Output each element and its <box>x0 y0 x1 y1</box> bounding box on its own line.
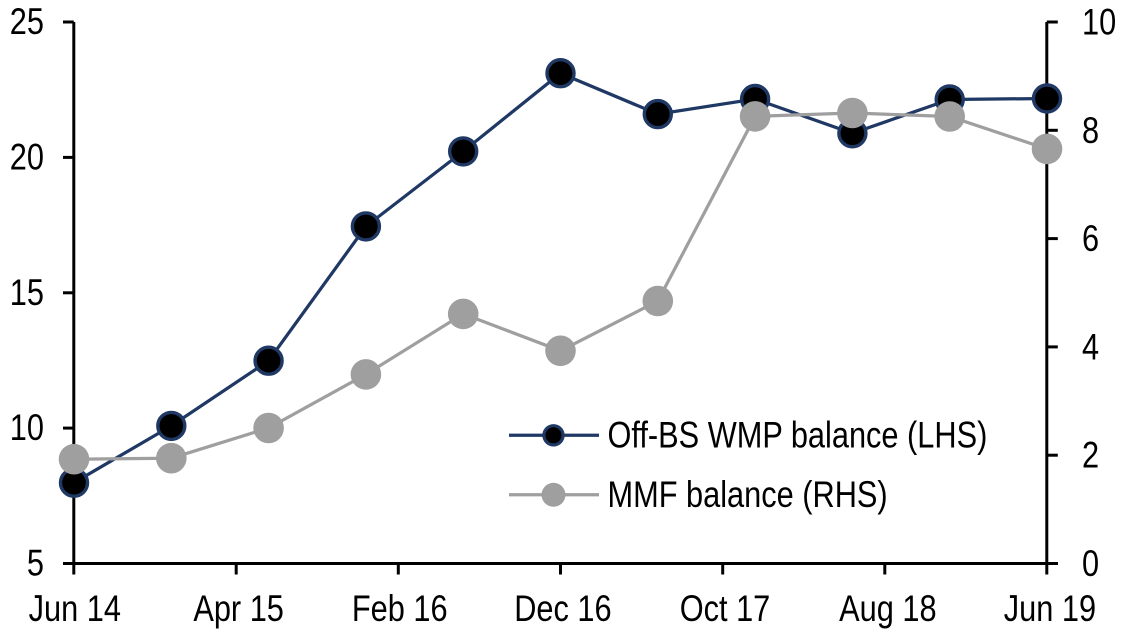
svg-text:Jun 19: Jun 19 <box>1004 588 1096 630</box>
svg-text:20: 20 <box>10 137 44 179</box>
svg-text:10: 10 <box>10 407 44 449</box>
svg-text:6: 6 <box>1082 218 1099 260</box>
svg-text:15: 15 <box>10 272 44 314</box>
svg-text:Dec 16: Dec 16 <box>514 588 611 630</box>
svg-text:5: 5 <box>27 543 44 585</box>
svg-text:4: 4 <box>1082 327 1099 369</box>
svg-text:25: 25 <box>10 1 44 43</box>
svg-text:2: 2 <box>1082 435 1099 477</box>
svg-text:Jun 14: Jun 14 <box>29 588 121 630</box>
svg-text:Aug 18: Aug 18 <box>839 588 936 630</box>
svg-text:Feb 16: Feb 16 <box>352 588 448 630</box>
svg-text:Off-BS WMP balance (LHS): Off-BS WMP balance (LHS) <box>608 415 988 457</box>
svg-text:8: 8 <box>1082 110 1099 152</box>
svg-text:Oct 17: Oct 17 <box>680 588 771 630</box>
svg-text:0: 0 <box>1082 543 1099 585</box>
svg-text:MMF balance (RHS): MMF balance (RHS) <box>608 474 888 516</box>
svg-text:Apr 15: Apr 15 <box>193 588 284 630</box>
svg-text:10: 10 <box>1082 2 1116 44</box>
